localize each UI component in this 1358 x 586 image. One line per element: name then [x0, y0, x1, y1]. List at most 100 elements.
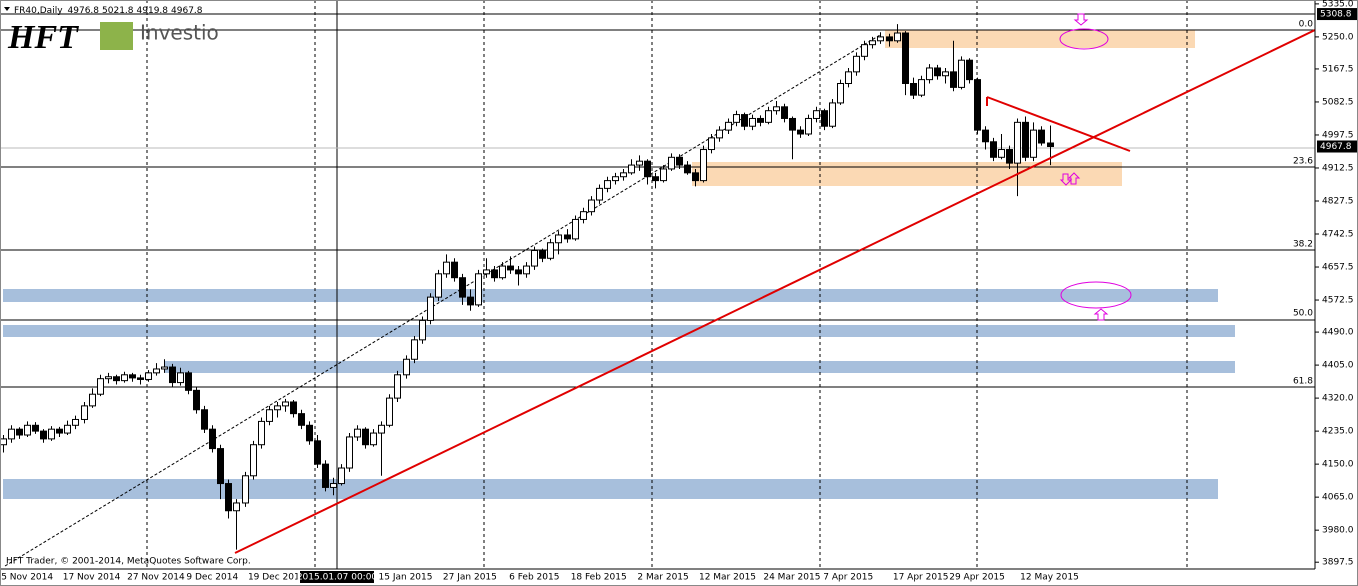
- candle-body: [89, 393, 96, 407]
- candle-body: [990, 141, 997, 158]
- top-price-box: [1317, 8, 1357, 21]
- candle-body: [708, 137, 715, 151]
- x-tick-label: 29 Apr 2015: [949, 573, 1005, 583]
- candle-body: [998, 149, 1005, 158]
- candle-body: [789, 117, 796, 131]
- candle-body: [515, 269, 522, 275]
- top-price: 5308.8: [1320, 10, 1352, 20]
- candle-body: [370, 432, 377, 446]
- candle-body: [668, 156, 675, 170]
- arrow-down: [1073, 13, 1089, 26]
- candle-body: [555, 234, 562, 244]
- y-tick-label: 4490.0: [1322, 328, 1354, 338]
- fib-label: 61.8: [1293, 377, 1313, 387]
- candle-body: [459, 277, 466, 298]
- candle-body: [918, 79, 925, 96]
- x-tick-label: 12 Mar 2015: [699, 573, 756, 583]
- ellipse: [1060, 281, 1132, 309]
- candle-body: [588, 199, 595, 213]
- low: 4919.8: [137, 6, 169, 16]
- candle-body: [306, 424, 313, 442]
- last-price: 4967.8: [1320, 142, 1352, 152]
- x-tick-label: 9 Dec 2014: [186, 573, 238, 583]
- fib-label: 0.0: [1299, 20, 1314, 30]
- candle-body: [910, 83, 917, 96]
- candle-body: [467, 296, 474, 306]
- candle-body: [386, 397, 393, 426]
- candle-body: [1014, 121, 1021, 164]
- candle-body: [32, 424, 39, 432]
- candle-body: [523, 265, 530, 275]
- x-tick-label: 2 Mar 2015: [637, 573, 688, 583]
- y-tick-label: 5335.0: [1322, 0, 1354, 9]
- x-tick-label: 12 May 2015: [1020, 573, 1079, 583]
- candle-body: [612, 176, 619, 182]
- candle-body: [274, 405, 281, 411]
- candle-body: [258, 420, 265, 446]
- candle-body: [902, 32, 909, 85]
- candle-body: [1038, 129, 1045, 144]
- candle-body: [201, 409, 208, 430]
- menu-triangle: [4, 7, 10, 11]
- fib-trend-line: [4, 34, 881, 567]
- candle-body: [483, 269, 490, 275]
- fib-levels: [0, 13, 1315, 388]
- high: 5021.8: [102, 6, 134, 16]
- y-tick-label: 4572.5: [1322, 296, 1354, 306]
- candle-body: [692, 172, 699, 182]
- arrow-down: [1059, 173, 1073, 186]
- x-tick-label: 5 Nov 2014: [1, 573, 53, 583]
- candle-body: [113, 376, 120, 382]
- support-zone: [692, 162, 1122, 186]
- blue-zone: [3, 289, 1218, 302]
- candle-body: [733, 114, 740, 123]
- logo-mark: HFT: [7, 19, 79, 56]
- x-tick-label: 27 Nov 2014: [127, 573, 185, 583]
- fib-labels: 0.0 23.6 38.2 50.0 61.8: [1293, 20, 1313, 387]
- candle-body: [877, 36, 884, 42]
- resistance-zone: [885, 30, 1195, 48]
- candle-body: [853, 55, 860, 73]
- candle-body: [861, 44, 868, 57]
- y-tick-label: 4405.0: [1322, 361, 1354, 371]
- candle-body: [1047, 142, 1054, 148]
- trend-line: [986, 96, 1131, 152]
- candle-body: [97, 378, 104, 395]
- y-tick-label: 4997.5: [1322, 130, 1354, 140]
- candle-body: [242, 475, 249, 504]
- candle-body: [741, 114, 748, 127]
- y-tick-label: 3897.5: [1322, 558, 1354, 568]
- candle-body: [507, 265, 514, 271]
- candle-body: [725, 121, 732, 131]
- vertical-grid: [146, 0, 1188, 569]
- zones: [3, 30, 1235, 499]
- candle-body: [403, 358, 410, 376]
- candle-body: [209, 428, 216, 450]
- candle-body: [419, 319, 426, 341]
- x-tick-label: 27 Jan 2015: [443, 573, 497, 583]
- candle-body: [491, 269, 498, 279]
- candle-body: [185, 372, 192, 391]
- candle-body: [193, 389, 200, 411]
- crosshair-box: [300, 571, 374, 583]
- candle-body: [781, 106, 788, 119]
- candle-body: [435, 273, 442, 298]
- candle-body: [531, 250, 538, 267]
- close: 4967.8: [171, 6, 203, 16]
- x-tick-label: 17 Apr 2015: [893, 573, 949, 583]
- candle-body: [330, 483, 337, 488]
- candle-body: [8, 428, 15, 440]
- logo-square: [100, 22, 133, 50]
- candles: [0, 24, 1054, 550]
- candle-body: [644, 160, 651, 178]
- candle-body: [40, 430, 47, 440]
- y-tick-label: 4742.5: [1322, 230, 1354, 240]
- candle-body: [427, 296, 434, 321]
- trend-line: [234, 29, 1316, 554]
- candle-body: [894, 32, 901, 42]
- candle-body: [338, 467, 345, 485]
- candle-body: [805, 117, 812, 135]
- candle-body: [564, 234, 571, 240]
- candle-body: [290, 401, 297, 415]
